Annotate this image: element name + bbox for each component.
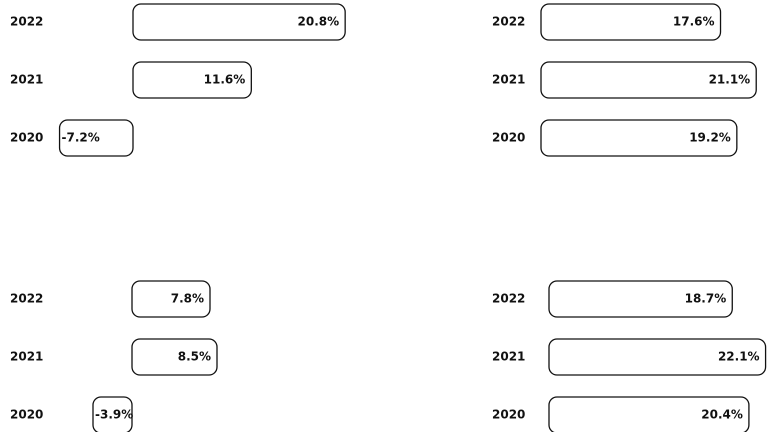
bar [548, 338, 767, 376]
category-label: 2020 [492, 408, 525, 422]
bar [540, 3, 722, 41]
bar [92, 396, 133, 432]
bar [131, 280, 211, 318]
bar [132, 3, 346, 41]
category-label: 2021 [10, 73, 43, 87]
value-label: 8.5% [178, 350, 211, 364]
category-label: 2022 [10, 15, 43, 29]
value-label: 21.1% [709, 73, 751, 87]
bar [540, 61, 757, 99]
value-label: -3.9% [95, 408, 133, 422]
value-label: 7.8% [171, 292, 204, 306]
bar [540, 119, 738, 157]
value-label: 19.2% [689, 131, 731, 145]
category-label: 2020 [10, 131, 43, 145]
category-label: 2022 [492, 15, 525, 29]
value-label: -7.2% [62, 131, 100, 145]
category-label: 2021 [10, 350, 43, 364]
category-label: 2022 [492, 292, 525, 306]
bar [131, 338, 218, 376]
category-label: 2021 [492, 73, 525, 87]
value-label: 20.8% [298, 15, 340, 29]
bar [132, 61, 252, 99]
bar [58, 119, 134, 157]
bar [548, 396, 750, 432]
category-label: 2020 [492, 131, 525, 145]
value-label: 11.6% [204, 73, 246, 87]
value-label: 17.6% [673, 15, 715, 29]
category-label: 2021 [492, 350, 525, 364]
category-label: 2020 [10, 408, 43, 422]
value-label: 18.7% [685, 292, 727, 306]
category-label: 2022 [10, 292, 43, 306]
value-label: 22.1% [718, 350, 760, 364]
value-label: 20.4% [701, 408, 743, 422]
bar [548, 280, 733, 318]
